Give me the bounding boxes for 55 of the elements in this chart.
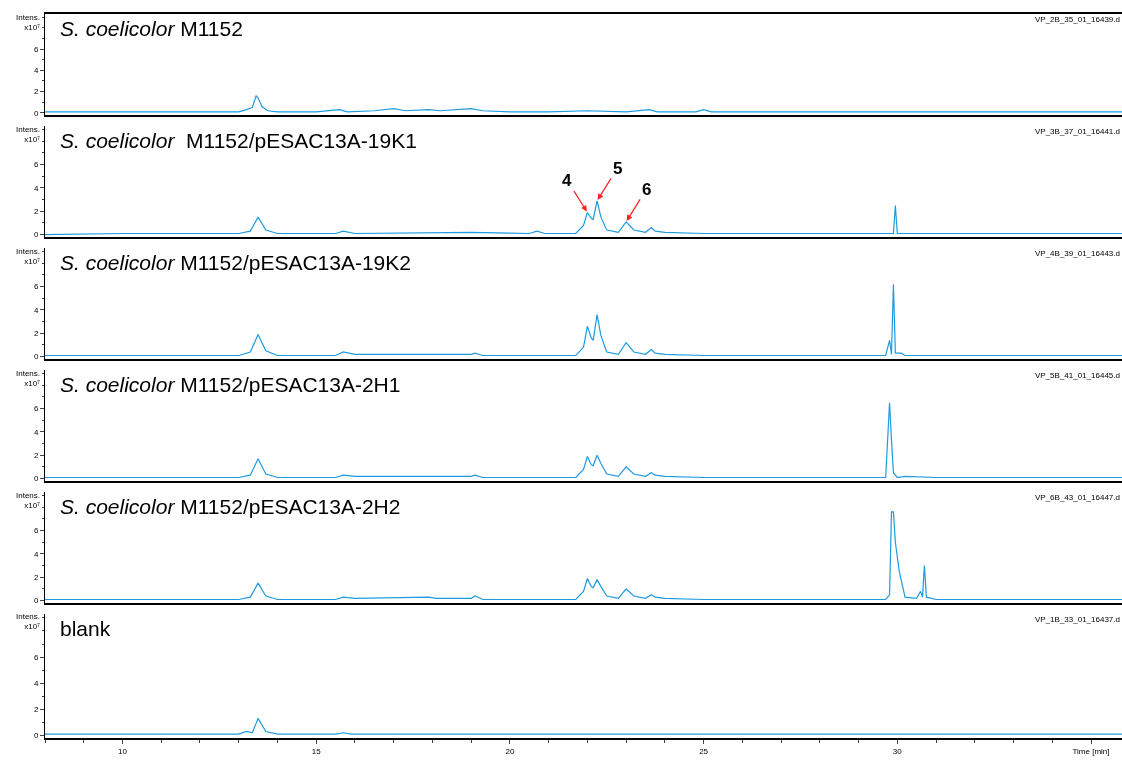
y-tick-label: 4 — [33, 183, 39, 193]
chart-title: S. coelicolor M1152/pESAC13A-2H2 — [60, 495, 401, 518]
x-tick-label: 10 — [118, 746, 128, 756]
y-tick-label: 4 — [33, 427, 39, 437]
y-tick-label: 6 — [33, 652, 39, 662]
y-tick-label: 0 — [33, 596, 39, 606]
y-tick-label: 6 — [33, 160, 39, 170]
y-axis-title: Intens. x10⁷ — [16, 13, 41, 33]
x-tick-label: 15 — [311, 746, 322, 756]
line-series — [45, 95, 1122, 113]
chart-title: S. coelicolor M1152/pESAC13A-2H1 — [60, 373, 401, 396]
chart-title: S. coelicolor M1152/pESAC13A-19K1 — [60, 129, 417, 152]
y-tick-label: 4 — [33, 678, 39, 688]
annotation: VP_3B_37_01_16441.d — [1035, 127, 1120, 136]
line-series — [45, 717, 1122, 735]
y-tick-label: 0 — [33, 352, 39, 362]
annotation: 5 — [613, 159, 623, 178]
y-tick-label: 0 — [33, 731, 39, 741]
y-tick-label: 2 — [33, 451, 39, 461]
x-tick-label: Time [min] — [1072, 746, 1110, 756]
y-tick-label: 6 — [33, 44, 39, 54]
line-series — [45, 283, 1122, 357]
y-axis-title: Intens. x10⁷ — [16, 125, 41, 145]
annotation: VP_5B_41_01_16445.d — [1035, 371, 1120, 380]
annotation: 4 — [562, 171, 572, 190]
y-tick-label: 0 — [33, 108, 39, 118]
line-series — [45, 402, 1122, 479]
y-axis-title: Intens. x10⁷ — [16, 612, 41, 632]
y-tick-label: 4 — [33, 305, 39, 315]
chart-title: blank — [60, 617, 111, 640]
x-tick-label: 20 — [505, 746, 515, 756]
annotation: VP_6B_43_01_16447.d — [1035, 493, 1120, 502]
y-axis-title: Intens. x10⁷ — [16, 369, 41, 389]
y-axis-title: Intens. x10⁷ — [16, 247, 41, 267]
y-tick-label: 2 — [33, 207, 39, 217]
annotation: VP_2B_35_01_16439.d — [1035, 15, 1120, 24]
y-tick-label: 2 — [33, 87, 39, 97]
y-tick-label: 2 — [33, 329, 39, 339]
chart-title: S. coelicolor M1152/pESAC13A-19K2 — [60, 251, 411, 274]
y-axis-title: Intens. x10⁷ — [16, 491, 41, 511]
y-tick-label: 6 — [33, 526, 39, 536]
chart-title: S. coelicolor M1152 — [60, 17, 243, 40]
y-tick-label: 0 — [33, 230, 39, 240]
y-tick-label: 2 — [33, 705, 39, 715]
y-tick-label: 6 — [33, 282, 39, 292]
x-tick-label: 25 — [699, 746, 709, 756]
y-tick-label: 2 — [33, 573, 39, 583]
y-tick-label: 4 — [33, 549, 39, 559]
y-tick-label: 6 — [33, 404, 39, 414]
annotation: VP_1B_33_01_16437.d — [1035, 615, 1120, 624]
annotation: 6 — [642, 180, 652, 199]
y-tick-label: 0 — [33, 474, 39, 484]
annotation: VP_4B_39_01_16443.d — [1035, 249, 1120, 258]
x-tick-label: 30 — [892, 746, 903, 756]
y-tick-label: 4 — [33, 66, 39, 76]
